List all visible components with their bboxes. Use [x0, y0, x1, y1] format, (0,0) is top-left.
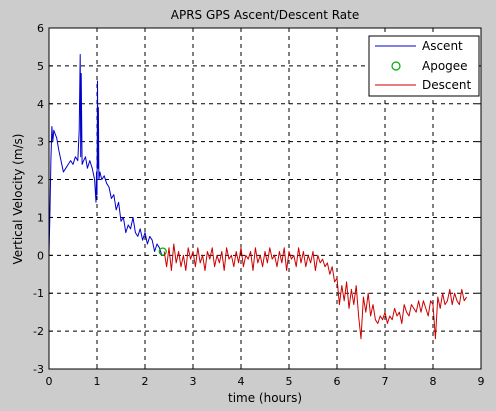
y-tick-labels: -3 -2 -1 0 1 2 3 4 5 6: [33, 22, 44, 376]
x-tick-label: 2: [142, 375, 149, 388]
y-tick-label: 3: [37, 136, 44, 149]
x-tick-label: 9: [478, 375, 485, 388]
legend-apogee-label: Apogee: [422, 59, 468, 73]
x-axis-label: time (hours): [228, 391, 302, 405]
descent-series-line: [163, 243, 468, 340]
ascent-series-line: [48, 54, 163, 256]
x-tick-label: 7: [382, 375, 389, 388]
y-tick-label: 1: [37, 211, 44, 224]
y-tick-label: 0: [37, 249, 44, 262]
legend-descent-label: Descent: [422, 78, 471, 92]
series-layer: [48, 54, 468, 340]
y-tick-label: -2: [33, 325, 44, 338]
x-tick-label: 3: [190, 375, 197, 388]
y-tick-label: 6: [37, 22, 44, 35]
y-tick-label: 2: [37, 174, 44, 187]
y-tick-label: -3: [33, 363, 44, 376]
legend: Ascent Apogee Descent: [368, 35, 480, 97]
plot-frame: [48, 27, 482, 370]
x-tick-label: 5: [286, 375, 293, 388]
x-tick-label: 1: [94, 375, 101, 388]
x-tick-labels: 0 1 2 3 4 5 6 7 8 9: [46, 375, 485, 388]
y-tick-label: -1: [33, 287, 44, 300]
tick-marks: [48, 27, 482, 370]
chart-title: APRS GPS Ascent/Descent Rate: [171, 8, 359, 22]
x-tick-label: 0: [46, 375, 53, 388]
y-axis-label: Vertical Velocity (m/s): [11, 134, 25, 265]
apogee-marker: [158, 247, 167, 256]
x-tick-label: 6: [334, 375, 341, 388]
x-tick-label: 8: [430, 375, 437, 388]
y-tick-label: 5: [37, 60, 44, 73]
legend-ascent-label: Ascent: [422, 39, 463, 53]
x-tick-label: 4: [238, 375, 245, 388]
y-tick-label: 4: [37, 98, 44, 111]
legend-apogee-swatch: [391, 61, 401, 71]
